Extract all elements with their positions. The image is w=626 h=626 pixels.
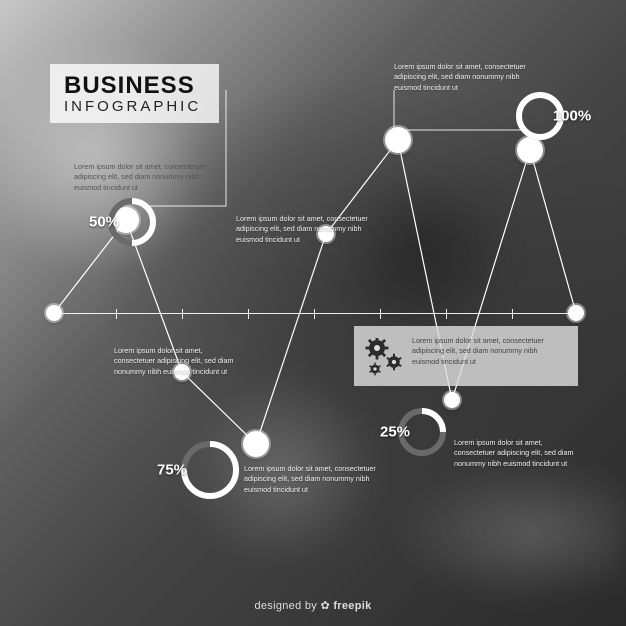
chart-node xyxy=(568,305,584,321)
chart-node xyxy=(46,305,62,321)
axis-tick xyxy=(512,309,513,319)
callout-text: Lorem ipsum dolor sit amet, consectetuer… xyxy=(394,62,544,93)
leader-line xyxy=(394,90,524,130)
axis-tick xyxy=(182,309,183,319)
pct-label-50: 50% xyxy=(89,214,119,231)
gears-icon xyxy=(364,338,406,378)
callout-text: Lorem ipsum dolor sit amet, consectetuer… xyxy=(244,464,382,495)
freepik-logo-icon: ✿ xyxy=(320,600,333,612)
donut-75 xyxy=(179,439,241,501)
axis-tick xyxy=(116,309,117,319)
pct-label-75: 75% xyxy=(157,462,187,479)
feature-box-text: Lorem ipsum dolor sit amet, consectetuer… xyxy=(412,336,566,367)
axis-tick xyxy=(314,309,315,319)
feature-box: Lorem ipsum dolor sit amet, consectetuer… xyxy=(354,326,578,386)
pct-label-100: 100% xyxy=(553,108,591,125)
footer-brand: freepik xyxy=(333,600,371,612)
axis-tick xyxy=(380,309,381,319)
callout-text: Lorem ipsum dolor sit amet, consectetuer… xyxy=(114,346,244,377)
callout-text: Lorem ipsum dolor sit amet, consectetuer… xyxy=(236,214,386,245)
timeline-axis xyxy=(50,313,578,314)
footer-credit: designed by ✿ freepik xyxy=(0,599,626,612)
callout-text: Lorem ipsum dolor sit amet, consectetuer… xyxy=(454,438,584,469)
axis-tick xyxy=(446,309,447,319)
infographic-stage: 50% 75% 25% 100% Lorem ipsum dolor sit amet,… xyxy=(0,0,626,626)
footer-prefix: designed by xyxy=(254,600,320,612)
axis-tick xyxy=(248,309,249,319)
callout-text: Lorem ipsum dolor sit amet, consectetuer… xyxy=(74,162,224,193)
chart-node xyxy=(243,431,269,457)
chart-node xyxy=(385,127,411,153)
pct-label-25: 25% xyxy=(380,424,410,441)
